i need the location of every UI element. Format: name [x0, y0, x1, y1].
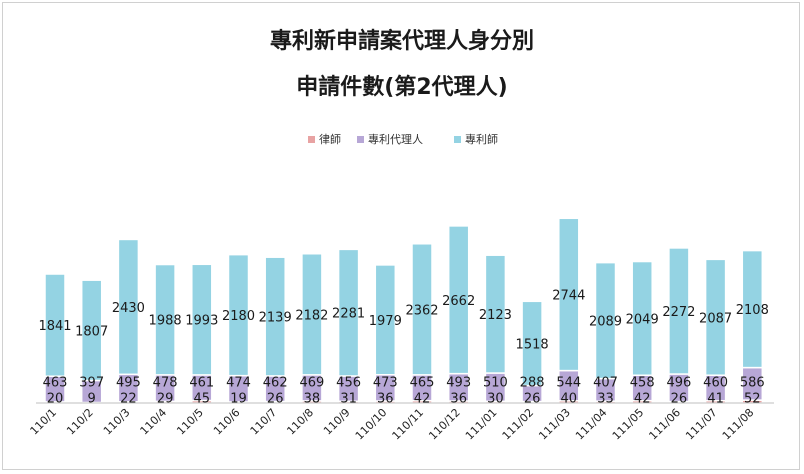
x-tick-label-17: 111/05: [610, 406, 647, 443]
data-label-2-17: 458: [630, 376, 655, 391]
data-label-1-19: 41: [707, 392, 724, 407]
data-label-3-20: 2108: [736, 303, 769, 318]
data-label-1-16: 33: [597, 392, 614, 407]
data-label-2-19: 460: [703, 376, 728, 391]
data-label-2-3: 495: [116, 376, 141, 391]
data-label-1-8: 38: [304, 392, 321, 407]
x-tick-label-18: 111/06: [646, 406, 683, 443]
data-label-3-11: 2362: [405, 303, 438, 318]
x-tick-label-15: 111/03: [536, 406, 573, 443]
x-tick-label-19: 111/07: [683, 406, 720, 443]
x-tick-label-3: 110/3: [101, 406, 133, 438]
data-label-3-12: 2662: [442, 294, 475, 309]
data-label-2-8: 469: [299, 376, 324, 391]
data-label-2-7: 462: [263, 376, 288, 391]
data-label-1-18: 26: [671, 392, 688, 407]
data-label-1-12: 36: [450, 392, 467, 407]
x-tick-label-20: 111/08: [720, 406, 757, 443]
data-label-3-10: 1979: [369, 314, 402, 329]
data-label-1-20: 52: [744, 392, 761, 407]
data-label-2-16: 407: [593, 376, 618, 391]
data-label-2-4: 478: [153, 376, 178, 391]
data-label-3-8: 2182: [295, 308, 328, 323]
data-label-2-13: 510: [483, 376, 508, 391]
data-label-3-16: 2089: [589, 315, 622, 330]
data-label-2-6: 474: [226, 376, 251, 391]
data-label-1-13: 30: [487, 392, 504, 407]
x-tick-label-6: 110/6: [211, 406, 243, 438]
data-label-2-5: 461: [189, 376, 214, 391]
x-tick-label-7: 110/7: [248, 406, 280, 438]
x-tick-label-1: 110/1: [28, 406, 60, 438]
chart-title-line-2: 申請件數(第2代理人): [296, 74, 507, 100]
data-label-1-14: 26: [524, 392, 541, 407]
legend: 律師 專利代理人 專利師: [308, 133, 498, 146]
data-label-3-2: 1807: [75, 324, 108, 339]
data-label-1-6: 19: [230, 392, 247, 407]
x-tick-label-9: 110/9: [321, 406, 353, 438]
data-label-3-9: 2281: [332, 307, 365, 322]
x-tick-label-13: 111/01: [463, 406, 500, 443]
legend-swatch-1: [308, 136, 315, 143]
chart-title-line-1: 專利新申請案代理人身分別: [270, 28, 534, 54]
data-label-3-1: 1841: [38, 319, 71, 334]
data-label-1-10: 36: [377, 392, 394, 407]
data-label-2-11: 465: [410, 376, 435, 391]
x-tick-label-5: 110/5: [174, 406, 206, 438]
x-tick-label-8: 110/8: [284, 406, 316, 438]
data-label-2-1: 463: [43, 376, 68, 391]
legend-swatch-2: [357, 136, 364, 143]
data-label-1-5: 45: [194, 392, 211, 407]
data-label-1-4: 29: [157, 392, 174, 407]
data-label-3-19: 2087: [699, 311, 732, 326]
x-tick-label-12: 110/12: [426, 406, 463, 443]
data-label-2-18: 496: [666, 376, 691, 391]
data-label-3-17: 2049: [626, 312, 659, 327]
data-label-1-11: 42: [414, 392, 431, 407]
data-label-3-7: 2139: [259, 311, 292, 326]
data-label-1-7: 26: [267, 392, 284, 407]
data-label-2-12: 493: [446, 376, 471, 391]
x-tick-label-4: 110/4: [138, 406, 170, 438]
data-label-2-15: 544: [556, 376, 581, 391]
legend-label-1: 律師: [319, 133, 341, 146]
legend-label-3: 專利師: [465, 133, 498, 146]
data-label-1-2: 9: [88, 392, 96, 407]
x-tick-label-2: 110/2: [64, 406, 96, 438]
data-label-3-13: 2123: [479, 308, 512, 323]
data-label-3-4: 1988: [149, 314, 182, 329]
x-tick-labels-group: 110/1110/2110/3110/4110/5110/6110/7110/8…: [28, 406, 757, 443]
data-label-3-3: 2430: [112, 301, 145, 316]
data-labels-group: 20463 1841 9397 1807 22495 2430 29478 1988 45461…: [38, 288, 768, 406]
data-label-2-20: 586: [740, 376, 765, 391]
legend-label-2: 專利代理人: [368, 133, 423, 146]
legend-swatch-3: [454, 136, 461, 143]
data-label-3-5: 1993: [185, 314, 218, 329]
data-label-2-2: 397: [79, 376, 104, 391]
x-tick-label-16: 111/04: [573, 406, 610, 443]
data-label-1-17: 42: [634, 392, 651, 407]
x-tick-label-14: 111/02: [500, 406, 537, 443]
data-label-2-9: 456: [336, 376, 361, 391]
data-label-3-18: 2272: [662, 305, 695, 320]
x-tick-label-10: 110/10: [353, 406, 390, 443]
data-label-1-3: 22: [120, 392, 137, 407]
data-label-1-9: 31: [340, 392, 357, 407]
data-label-2-10: 473: [373, 376, 398, 391]
data-label-3-14: 1518: [516, 337, 549, 352]
data-label-3-15: 2744: [552, 288, 585, 303]
data-label-1-15: 40: [561, 392, 578, 407]
data-label-1-1: 20: [47, 392, 64, 407]
x-tick-label-11: 110/11: [390, 406, 427, 443]
data-label-3-6: 2180: [222, 309, 255, 324]
data-label-2-14: 288: [520, 376, 545, 391]
